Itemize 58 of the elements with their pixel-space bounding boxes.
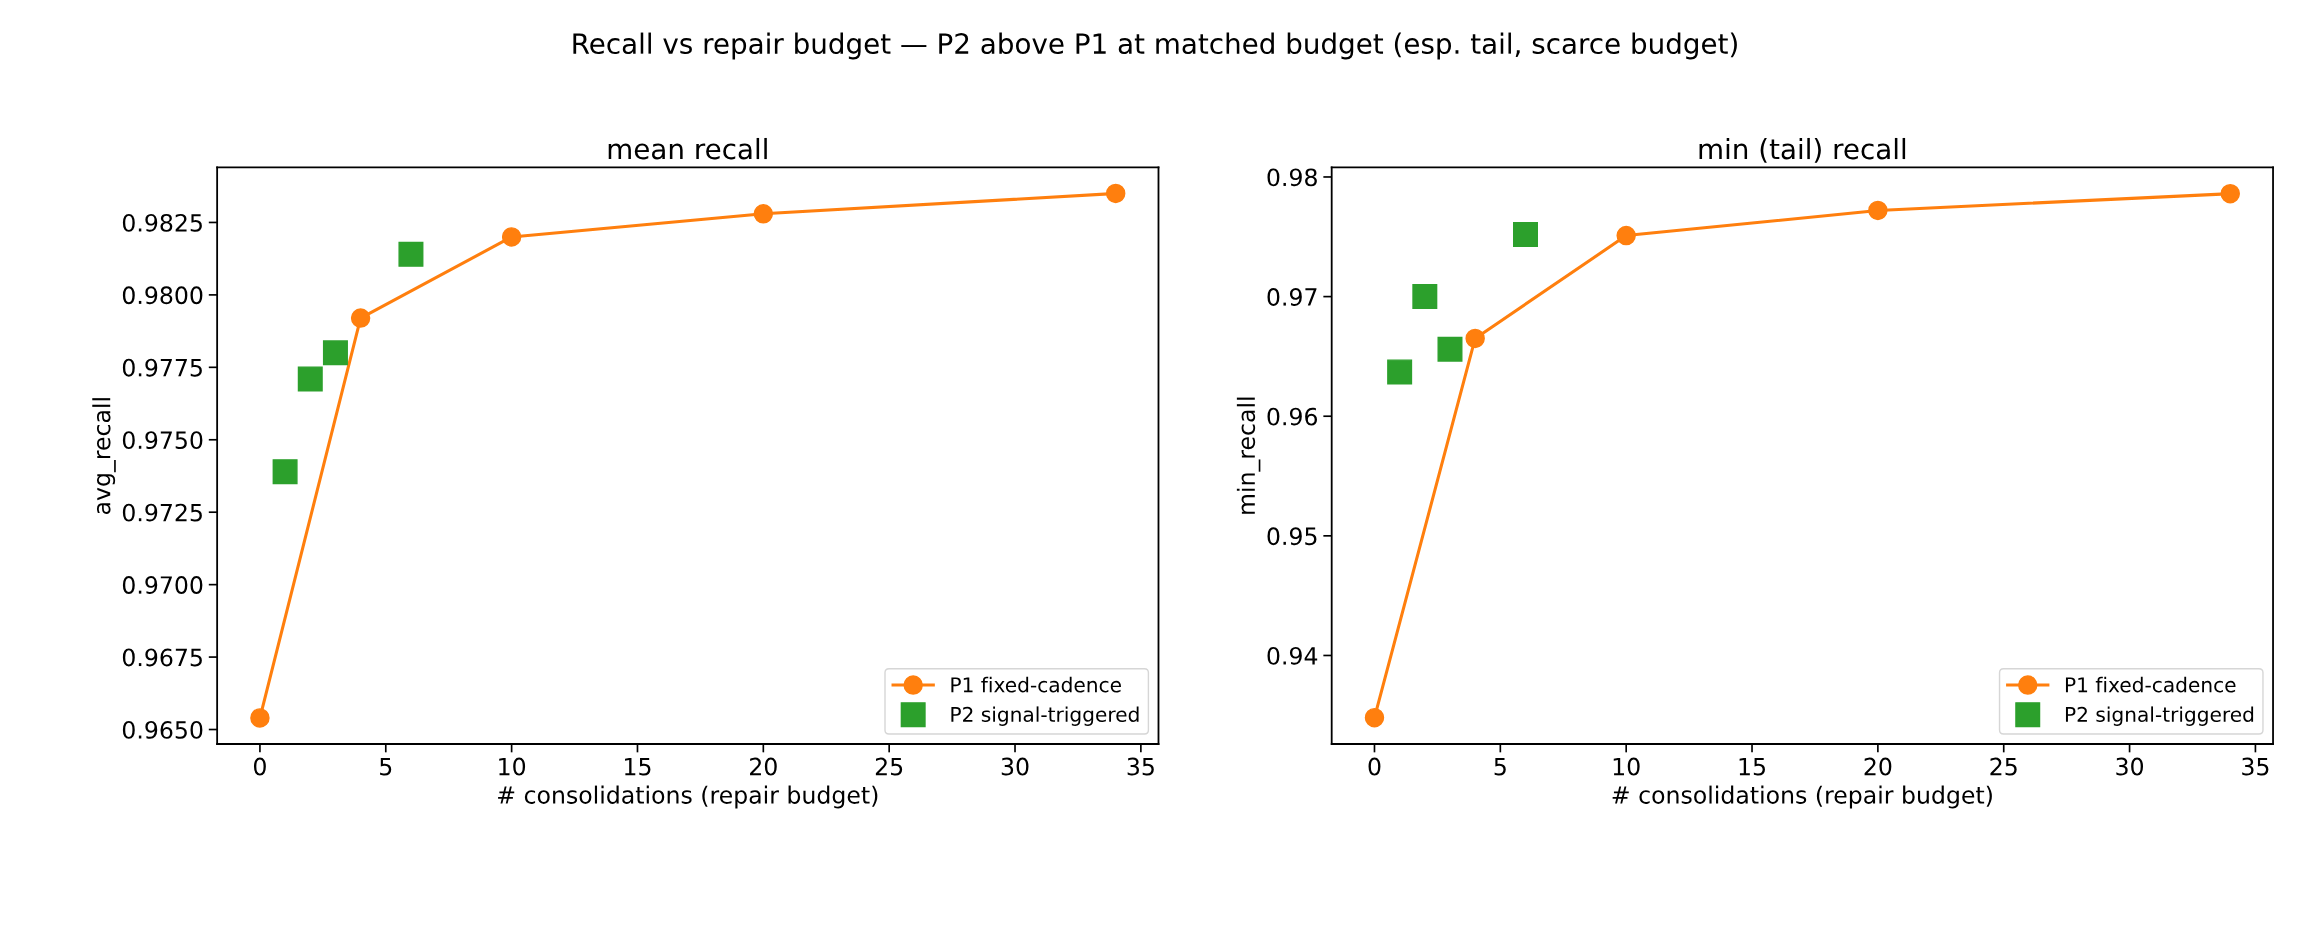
y-tick-label: 0.9725 [122, 503, 202, 522]
y-tick-label: 0.9750 [122, 431, 203, 450]
x-tick-label: 10 [1613, 757, 1640, 776]
text: Recall vs repair budget — P2 above P1 at matched budget (esp. tail, scarce budget) [573, 32, 1737, 60]
chart-title: mean recall [608, 137, 767, 160]
y-tick-label: 0.94 [1267, 646, 1318, 665]
x-tick-label: 25 [875, 757, 903, 776]
x-tick-label: 25 [1990, 757, 2017, 776]
x-tick-label: 0 [1368, 757, 1381, 776]
point [1868, 200, 1888, 221]
y-tick-label: 0.9825 [122, 213, 202, 232]
point [1465, 328, 1485, 349]
legend-label: P2 signal-triggered [951, 706, 1139, 726]
x-tick-label: 20 [1864, 757, 1892, 776]
point [501, 227, 522, 247]
x-tick-label: 0 [253, 757, 266, 776]
y-tick-label: 0.9700 [122, 576, 203, 594]
x-tick-label: 5 [380, 757, 392, 776]
legend-label: P1 fixed-cadence [951, 676, 1121, 693]
point [1364, 707, 1385, 728]
legend-label: P1 fixed-cadence [2065, 676, 2236, 693]
point [1105, 183, 1126, 204]
y-tick-label: 0.9675 [122, 648, 202, 667]
y-tick-label: 0.98 [1267, 168, 1317, 187]
x-tick-label: 15 [625, 757, 651, 776]
chart-title: min (tail) recall [1699, 137, 1906, 163]
point [297, 366, 323, 392]
point [753, 204, 774, 224]
point [250, 708, 270, 728]
x-tick-label: 15 [1739, 757, 1765, 776]
y-tick-label: 0.95 [1267, 527, 1317, 546]
x-tick-label: 35 [1127, 757, 1154, 776]
x-tick-label: 5 [1494, 757, 1506, 776]
y-tick-label: 0.9775 [122, 358, 202, 377]
point [2220, 183, 2240, 204]
point [1387, 359, 1413, 385]
point [272, 459, 298, 485]
point [1412, 284, 1438, 310]
y-axis-title: min_recall [1236, 397, 1261, 514]
point [322, 340, 348, 366]
x-tick-label: 30 [2116, 757, 2144, 776]
y-axis-title: avg_recall [92, 398, 116, 515]
point [1437, 336, 1463, 362]
x-tick-label: 35 [2242, 757, 2269, 776]
y-tick-label: 0.9650 [122, 720, 203, 739]
x-axis-title: # consolidations (repair budget) [498, 785, 878, 809]
x-axis-title: # consolidations (repair budget) [1612, 785, 1992, 809]
point [350, 308, 371, 328]
point [398, 241, 424, 267]
x-tick-label: 10 [499, 757, 526, 776]
x-tick-label: 30 [1001, 757, 1029, 776]
y-tick-label: 0.96 [1267, 407, 1318, 426]
legend-label: P2 signal-triggered [2065, 706, 2254, 726]
point [1616, 225, 1636, 246]
x-tick-label: 20 [750, 757, 777, 776]
y-tick-label: 0.9800 [122, 286, 203, 305]
point [1512, 221, 1539, 247]
y-tick-label: 0.97 [1267, 288, 1317, 306]
